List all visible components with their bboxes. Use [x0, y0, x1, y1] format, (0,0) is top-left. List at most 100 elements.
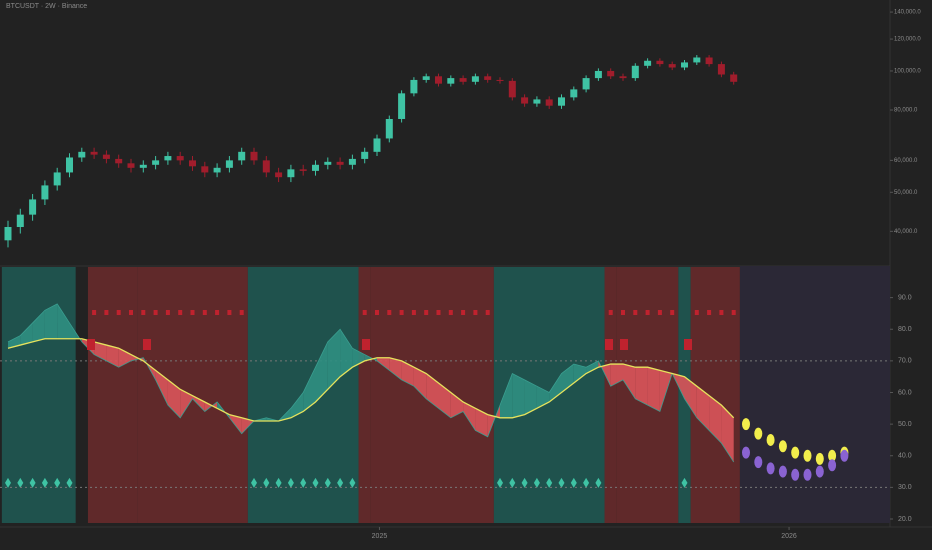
area-segment	[426, 373, 439, 409]
candle-body	[66, 157, 73, 173]
regime-band	[1, 267, 76, 523]
candle-body	[213, 167, 221, 173]
area-segment	[709, 395, 722, 444]
candle-body	[115, 158, 123, 164]
area-segment	[450, 392, 464, 418]
candle-body	[619, 76, 627, 79]
area-segment	[635, 367, 648, 406]
signal-diamond	[558, 477, 565, 488]
signal-mark	[202, 310, 207, 315]
y-tick-label: 60.0	[898, 389, 912, 396]
signal-diamond	[300, 477, 307, 488]
ma-line	[7, 338, 735, 422]
signal-diamond	[509, 477, 516, 488]
forecast-dot	[828, 449, 837, 462]
candle-body	[41, 185, 49, 200]
chart-title: BTCUSDT · 2W · Binance	[6, 3, 87, 10]
signal-mark	[104, 310, 109, 315]
area-segment	[696, 386, 710, 431]
signal-diamond	[337, 477, 344, 488]
signal-diamond	[312, 477, 319, 488]
signal-mark	[215, 310, 220, 315]
signal-mark	[178, 310, 183, 315]
signal-mark	[92, 310, 97, 315]
candle-body	[484, 76, 492, 80]
signal-mark	[424, 310, 429, 315]
signal-mark	[621, 310, 625, 315]
forecast-dot	[742, 418, 750, 431]
candle-body	[238, 151, 246, 161]
area-segment	[229, 414, 242, 434]
signal-mark	[436, 310, 441, 315]
area-segment	[573, 364, 587, 384]
area-segment	[20, 322, 33, 346]
area-segment	[290, 392, 304, 418]
regime-band	[87, 267, 138, 523]
signal-mark	[141, 310, 146, 315]
candle-body	[582, 78, 590, 90]
signal-mark	[731, 310, 736, 315]
regime-band	[604, 267, 617, 523]
sell-tag	[620, 339, 628, 350]
candle-body	[558, 97, 565, 106]
y-tick-label: 90.0	[898, 294, 912, 301]
signal-diamond	[324, 477, 331, 488]
signal-diamond	[287, 477, 294, 488]
sell-tag	[87, 339, 95, 350]
area-segment	[413, 367, 427, 399]
sell-tag	[605, 339, 613, 350]
area-segment	[586, 360, 599, 374]
area-segment	[8, 335, 21, 349]
forecast-dot	[766, 433, 775, 446]
signal-mark	[129, 310, 133, 315]
area-segment	[684, 376, 697, 418]
area-segment	[32, 310, 45, 342]
signal-diamond	[595, 477, 602, 488]
candle-body	[631, 65, 639, 79]
signal-diamond	[681, 477, 688, 488]
candle-body	[336, 161, 344, 165]
y-tick-label: 120,000.0	[894, 37, 921, 43]
signal-diamond	[497, 477, 503, 488]
signal-mark	[670, 310, 675, 315]
area-segment	[167, 379, 181, 418]
y-tick-label: 50.0	[898, 421, 912, 428]
candle-body	[225, 160, 233, 168]
signal-mark	[153, 310, 158, 315]
area-segment	[389, 357, 402, 380]
signal-mark	[719, 310, 724, 315]
signal-diamond	[41, 477, 48, 488]
area-segment	[155, 370, 168, 406]
candle-body	[299, 169, 307, 171]
signal-diamond	[533, 477, 540, 488]
y-tick-label: 80,000.0	[894, 108, 918, 114]
forecast-dot	[815, 452, 824, 465]
sell-tag	[362, 339, 370, 350]
candle-body	[29, 199, 37, 215]
candle-body	[287, 169, 295, 178]
candle-body	[262, 160, 270, 173]
y-tick-label: 50,000.0	[894, 190, 918, 196]
signal-diamond	[54, 477, 61, 488]
candle-body	[361, 151, 369, 159]
candle-body	[681, 62, 688, 68]
signal-diamond	[66, 477, 73, 488]
signal-mark	[694, 310, 699, 315]
area-segment	[610, 364, 623, 387]
candle-body	[4, 227, 12, 241]
area-segment	[438, 383, 451, 418]
x-tick-label: 2025	[372, 533, 388, 540]
candle-body	[410, 79, 418, 94]
candle-body	[250, 151, 258, 161]
y-tick-label: 140,000.0	[894, 10, 921, 16]
candle-body	[496, 79, 504, 81]
area-segment	[106, 345, 119, 368]
candle-body	[607, 70, 615, 77]
forecast-dot	[766, 462, 775, 475]
y-tick-label: 80.0	[898, 326, 912, 333]
candle-body	[693, 57, 701, 63]
area-segment	[475, 408, 488, 437]
candle-body	[385, 118, 393, 139]
